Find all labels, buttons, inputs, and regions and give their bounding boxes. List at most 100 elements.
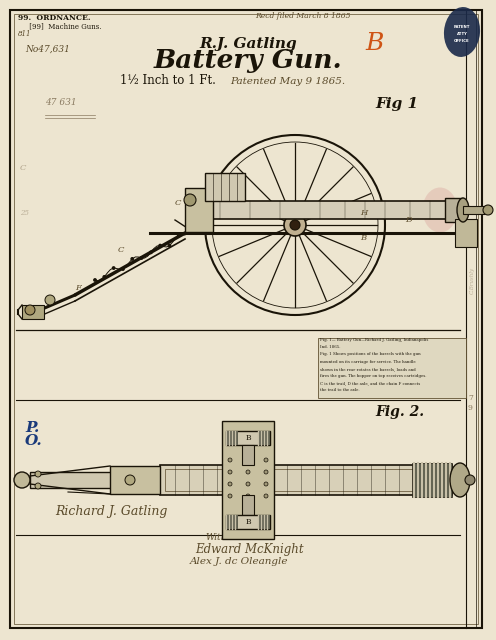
Text: Recd filed March 8 1865: Recd filed March 8 1865 (255, 12, 351, 20)
Text: P.: P. (25, 421, 39, 435)
Circle shape (246, 470, 250, 474)
Text: 1½ Inch to 1 Ft.: 1½ Inch to 1 Ft. (120, 74, 216, 87)
Circle shape (228, 470, 232, 474)
Circle shape (228, 494, 232, 498)
Circle shape (159, 244, 161, 247)
Bar (445, 198, 463, 222)
Circle shape (150, 251, 152, 253)
Bar (258, 515, 270, 529)
Circle shape (14, 472, 30, 488)
Text: 25: 25 (20, 209, 29, 217)
Text: No47,631: No47,631 (25, 45, 70, 54)
Circle shape (228, 482, 232, 486)
Text: Fig. 1— Battery Gun—Richard J. Gatling, Indianapolis: Fig. 1— Battery Gun—Richard J. Gatling, … (320, 338, 429, 342)
Text: Battery Gun.: Battery Gun. (154, 48, 342, 73)
Bar (160, 465, 452, 495)
Text: B: B (245, 434, 251, 442)
Circle shape (264, 494, 268, 498)
Bar (455, 219, 477, 247)
Text: O.: O. (25, 434, 43, 448)
Circle shape (184, 194, 196, 206)
Ellipse shape (423, 188, 457, 232)
Circle shape (131, 258, 133, 260)
Text: mounted on its carriage for service. The handle: mounted on its carriage for service. The… (320, 360, 416, 364)
Bar (226, 515, 238, 529)
Circle shape (122, 268, 124, 270)
Text: PATENT: PATENT (454, 25, 470, 29)
Circle shape (246, 458, 250, 462)
Bar (205, 173, 245, 201)
Circle shape (168, 244, 171, 247)
Text: H: H (360, 209, 367, 217)
Bar (226, 431, 238, 445)
Text: 9: 9 (468, 404, 473, 412)
Bar (412, 463, 452, 497)
Bar (30, 472, 112, 488)
Circle shape (178, 234, 180, 236)
Circle shape (25, 305, 35, 315)
Text: C.Brushly: C.Brushly (470, 266, 475, 294)
Bar (185, 188, 213, 232)
Text: B: B (365, 32, 383, 55)
Text: 7: 7 (468, 394, 473, 402)
Circle shape (246, 494, 250, 498)
Bar (226, 431, 270, 445)
Text: fires the gun. The hopper on top receives cartridges.: fires the gun. The hopper on top receive… (320, 374, 427, 378)
Bar (463, 206, 485, 214)
Circle shape (483, 205, 493, 215)
Text: Fig. 1 Shows positions of the barrels with the gun: Fig. 1 Shows positions of the barrels wi… (320, 353, 421, 356)
Text: 47 631: 47 631 (45, 98, 76, 107)
Bar (242, 445, 254, 465)
Text: 811: 811 (18, 30, 32, 38)
Circle shape (45, 295, 55, 305)
Text: Fig 1: Fig 1 (375, 97, 418, 111)
Bar (195, 201, 450, 219)
Bar (110, 466, 160, 494)
Circle shape (35, 483, 41, 489)
Bar (22, 305, 44, 319)
Text: the trail to the axle.: the trail to the axle. (320, 388, 360, 392)
Circle shape (205, 135, 385, 315)
Text: Patented May 9 1865.: Patented May 9 1865. (230, 77, 345, 86)
Circle shape (284, 214, 306, 236)
Circle shape (228, 458, 232, 462)
Text: Richard J. Gatling: Richard J. Gatling (55, 505, 167, 518)
Text: B: B (360, 234, 366, 242)
Text: Ind. 1865.: Ind. 1865. (320, 345, 340, 349)
Bar (258, 431, 270, 445)
Circle shape (246, 482, 250, 486)
Bar (226, 515, 270, 529)
Text: B: B (245, 518, 251, 526)
Text: OFFICE: OFFICE (454, 39, 470, 43)
Ellipse shape (450, 463, 470, 497)
Circle shape (140, 257, 143, 259)
Circle shape (125, 475, 135, 485)
Circle shape (103, 276, 106, 278)
Text: shown in the rear rotates the barrels, loads and: shown in the rear rotates the barrels, l… (320, 367, 416, 371)
Text: C is the trail, D the axle, and the chain F connects: C is the trail, D the axle, and the chai… (320, 381, 420, 385)
Text: Edward McKnight: Edward McKnight (195, 543, 304, 556)
Circle shape (35, 471, 41, 477)
Circle shape (264, 470, 268, 474)
Circle shape (290, 220, 300, 230)
Ellipse shape (444, 7, 480, 57)
Circle shape (264, 458, 268, 462)
Circle shape (264, 482, 268, 486)
Text: Fig. 2.: Fig. 2. (375, 405, 424, 419)
Bar (222, 421, 274, 539)
Text: [99]  Machine Guns.: [99] Machine Guns. (18, 22, 102, 30)
Text: F: F (75, 284, 81, 292)
Circle shape (113, 267, 115, 269)
Text: Alex J. dc Oleangle: Alex J. dc Oleangle (190, 557, 289, 566)
Circle shape (94, 279, 96, 281)
Text: C: C (175, 199, 182, 207)
Bar (165, 469, 447, 491)
Bar (318, 338, 466, 398)
Text: C: C (118, 246, 124, 254)
Text: R.J. Gatling: R.J. Gatling (199, 37, 297, 51)
Text: C: C (20, 164, 26, 172)
Text: ATTY: ATTY (456, 32, 467, 36)
Ellipse shape (457, 198, 469, 222)
Bar (242, 495, 254, 515)
Text: D: D (405, 216, 412, 224)
